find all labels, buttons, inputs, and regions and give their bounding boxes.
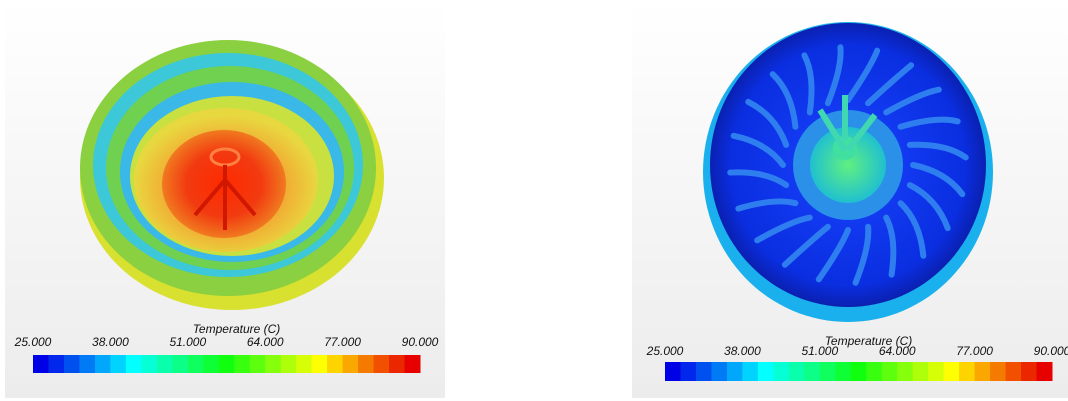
colorbar-segment [742, 362, 758, 381]
colorbar-segment [665, 362, 681, 381]
colorbar-segment [203, 355, 219, 373]
colorbar-segment [882, 362, 898, 381]
colorbar-segment [374, 355, 390, 373]
colorbar-tick-label: 38.000 [724, 344, 761, 358]
colorbar-tick-label: 51.000 [801, 344, 838, 358]
colorbar-segment [281, 355, 297, 373]
colorbar-segment [944, 362, 960, 381]
colorbar-segment [897, 362, 913, 381]
colorbar-segment [172, 355, 188, 373]
colorbar-segment [33, 355, 49, 373]
colorbar-segment [1006, 362, 1022, 381]
colorbar-segment [48, 355, 64, 373]
colorbar-segment [866, 362, 882, 381]
colorbar-tick-label: 25.000 [646, 344, 684, 358]
colorbar-tick-label: 38.000 [92, 335, 129, 349]
colorbar-segment [79, 355, 95, 373]
colorbar-segment [696, 362, 712, 381]
colorbar-segment [312, 355, 328, 373]
colorbar-segment [928, 362, 944, 381]
colorbar-segment [219, 355, 235, 373]
colorbar-segment [95, 355, 111, 373]
colorbar-segment [789, 362, 805, 381]
colorbar-segment [234, 355, 250, 373]
colorbar-tick-label: 90.000 [402, 335, 439, 349]
page: {"panels": [ {"colorbar": {"title": "Tem… [0, 0, 1068, 401]
colorbar-segment [913, 362, 929, 381]
colorbar-title: Temperature (C) [193, 322, 281, 336]
colorbar-segment [711, 362, 727, 381]
colorbar-segment [758, 362, 774, 381]
colorbar-segment [959, 362, 975, 381]
colorbar-segment [389, 355, 405, 373]
colorbar-segment [358, 355, 374, 373]
colorbar-tick-label: 64.000 [879, 344, 916, 358]
colorbar-tick-label: 77.000 [956, 344, 993, 358]
colorbar-segment [126, 355, 142, 373]
colorbar-segment [1021, 362, 1037, 381]
colorbar-tick-label: 64.000 [247, 335, 284, 349]
colorbar-tick-label: 51.000 [169, 335, 206, 349]
colorbar-segment [405, 355, 421, 373]
colorbar-tick-label: 77.000 [324, 335, 361, 349]
colorbar-segment [327, 355, 343, 373]
colorbar-segment [157, 355, 173, 373]
colorbar-segment [680, 362, 696, 381]
colorbar-segment [141, 355, 157, 373]
colorbar-segment [343, 355, 359, 373]
colorbar-segment [727, 362, 743, 381]
colorbar-segment [773, 362, 789, 381]
colorbar-segment [1037, 362, 1053, 381]
colorbar-tick-label: 25.000 [14, 335, 52, 349]
colorbar-segment [296, 355, 312, 373]
colorbar-tick-label: 90.000 [1034, 344, 1068, 358]
colorbar-segment [188, 355, 204, 373]
colorbar-segment [975, 362, 991, 381]
colorbar-segment [835, 362, 851, 381]
colorbar-segment [851, 362, 867, 381]
colorbar-segment [64, 355, 80, 373]
render-right [703, 22, 993, 322]
colorbar-segment [265, 355, 281, 373]
colorbar-segment [804, 362, 820, 381]
colorbar-segment [990, 362, 1006, 381]
screenshot: Temperature (C) 25.000 38.000 51.000 64.000 7… [0, 0, 1068, 401]
colorbar-segment [820, 362, 836, 381]
colorbar-segment [250, 355, 266, 373]
colorbar-segment [110, 355, 126, 373]
